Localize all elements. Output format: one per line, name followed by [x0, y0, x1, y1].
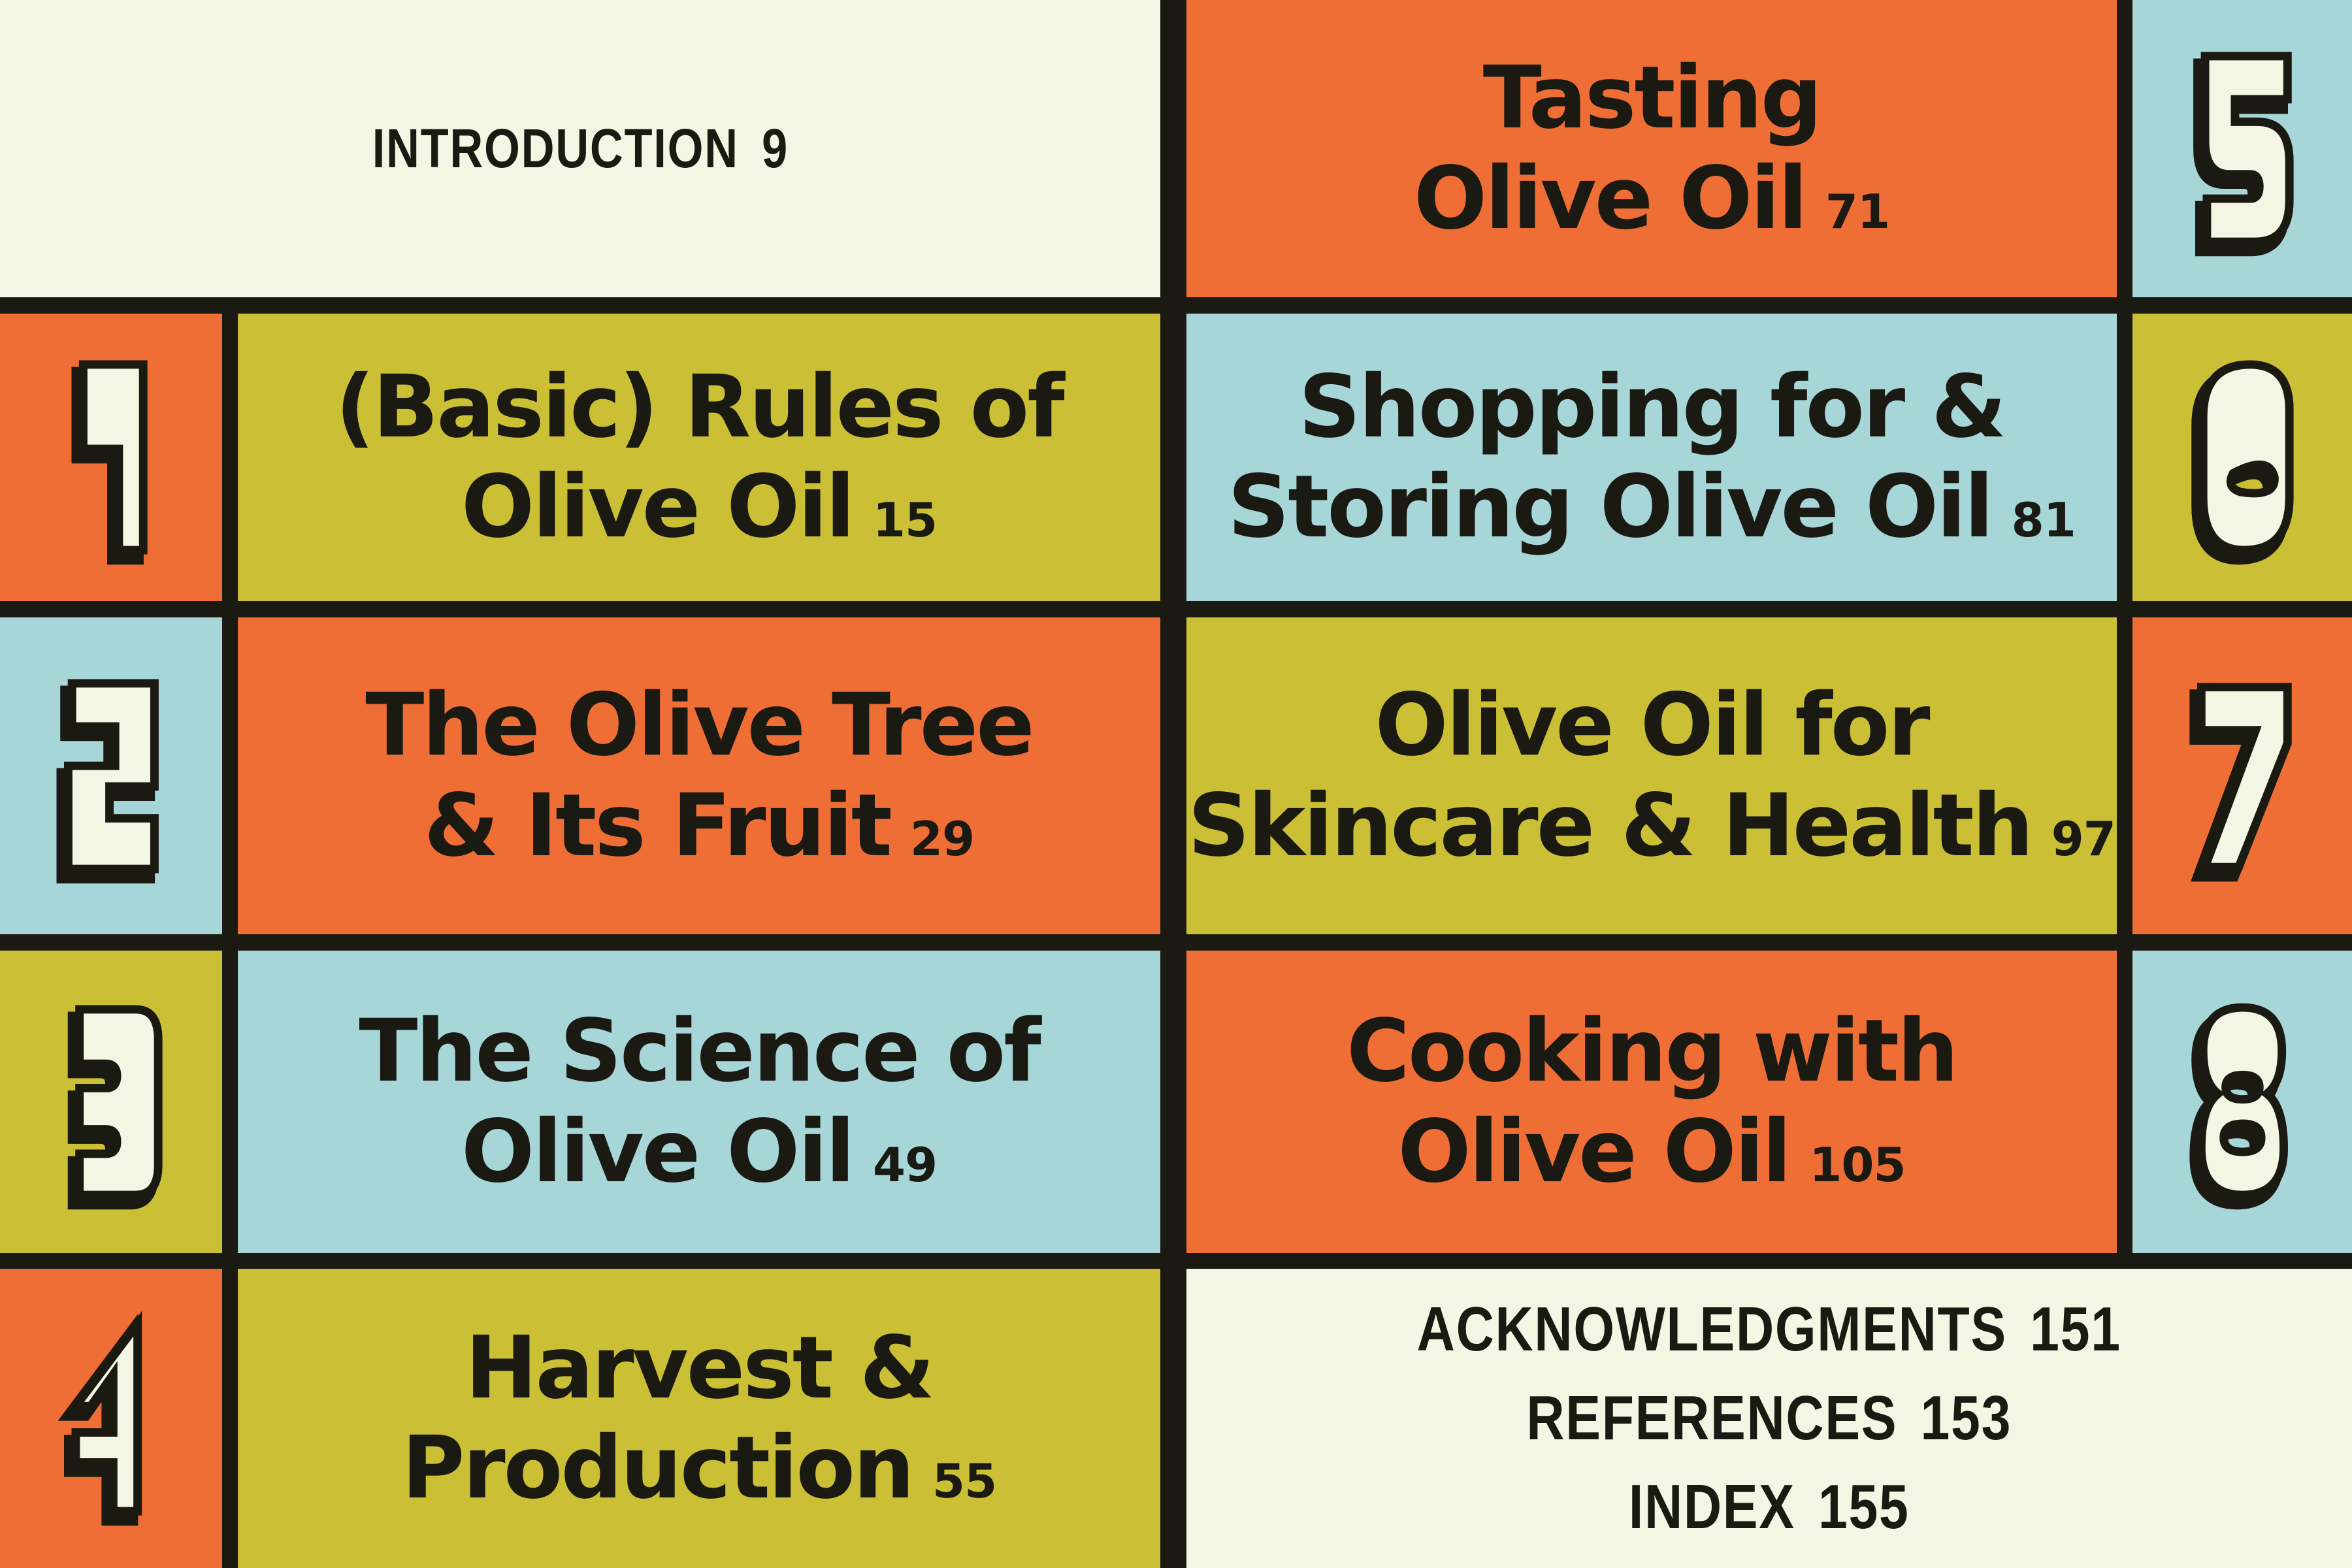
- chapter-page-number: 105: [1809, 1137, 1906, 1192]
- chapter-page-number: 81: [2011, 493, 2076, 547]
- chapter-5-title-cell: Tasting Olive Oil 71: [1186, 0, 2117, 297]
- chapter-2-title-cell: The Olive Tree & Its Fruit 29: [238, 617, 1160, 934]
- back-matter-page-number: 153: [1920, 1383, 2012, 1453]
- chapter-page-number: 29: [909, 811, 975, 866]
- chapter-title-line: Skincare & Health: [1188, 775, 2033, 876]
- chapter-4-title-cell: Harvest & Production 55: [238, 1269, 1160, 1568]
- chapter-title-line: & Its Fruit: [423, 775, 892, 876]
- chapter-7-title-cell: Olive Oil for Skincare & Health 97: [1186, 617, 2117, 934]
- chapter-3-title-cell: The Science of Olive Oil 49: [238, 951, 1160, 1253]
- chapter-6-title-cell: Shopping for & Storing Olive Oil 81: [1186, 314, 2117, 601]
- chapter-page-number: 15: [872, 493, 938, 547]
- chapter-4-number-cell: [0, 1269, 222, 1568]
- back-matter-line: INDEX 155: [1417, 1471, 2121, 1543]
- numeral-8: [2189, 1003, 2288, 1209]
- chapter-title-line: (Basic) Rules of: [335, 356, 1064, 457]
- back-matter-page-number: 151: [2030, 1294, 2122, 1364]
- numeral-3: [67, 1005, 163, 1209]
- chapter-page-number: 97: [2051, 811, 2116, 866]
- chapter-title-line: Olive Oil: [1397, 1101, 1791, 1202]
- numeral-2: [56, 679, 159, 883]
- chapter-title-line: The Science of: [359, 1001, 1041, 1102]
- intro-page-number: 9: [761, 118, 789, 179]
- chapter-title-line: Storing Olive Oil: [1228, 457, 1994, 557]
- chapter-7-number-cell: [2132, 617, 2352, 934]
- back-matter-label: ACKNOWLEDGMENTS: [1416, 1294, 2008, 1364]
- intro-label: INTRODUCTION: [372, 118, 739, 179]
- chapter-title-line: Olive Oil: [461, 1101, 855, 1202]
- intro-line: INTRODUCTION 9: [372, 117, 788, 180]
- numeral-7: [2189, 682, 2292, 881]
- chapter-title-line: Cooking with: [1347, 1001, 1959, 1102]
- chapter-title-line: Olive Oil: [461, 457, 855, 557]
- chapter-5-number-cell: [2132, 0, 2352, 297]
- back-matter-line: ACKNOWLEDGMENTS 151: [1417, 1294, 2121, 1365]
- chapter-3-number-cell: [0, 951, 222, 1253]
- numeral-1: [71, 360, 148, 565]
- back-matter-label: INDEX: [1629, 1472, 1795, 1542]
- chapter-title-line: Olive Oil for: [1375, 675, 1930, 776]
- chapter-1-title-cell: (Basic) Rules of Olive Oil 15: [238, 314, 1160, 601]
- chapter-6-number-cell: [2132, 314, 2352, 601]
- chapter-8-title-cell: Cooking with Olive Oil 105: [1186, 951, 2117, 1253]
- chapter-2-number-cell: [0, 617, 222, 934]
- numeral-4: [57, 1311, 142, 1526]
- chapter-8-number-cell: [2132, 951, 2352, 1253]
- back-matter-line: REFERENCES 153: [1417, 1382, 2121, 1454]
- chapter-page-number: 71: [1825, 184, 1890, 239]
- chapter-title-line: Tasting: [1482, 48, 1822, 149]
- chapter-page-number: 49: [872, 1137, 938, 1192]
- chapter-title-line: The Olive Tree: [365, 675, 1034, 776]
- chapter-title-line: Harvest &: [465, 1317, 935, 1418]
- intro-cell: INTRODUCTION 9: [0, 0, 1160, 297]
- back-matter-cell: ACKNOWLEDGMENTS 151 REFERENCES 153 INDEX…: [1186, 1269, 2352, 1568]
- numeral-6: [2191, 360, 2294, 565]
- chapter-1-number-cell: [0, 314, 222, 601]
- chapter-title-line: Production: [401, 1418, 915, 1518]
- chapter-page-number: 55: [932, 1454, 997, 1509]
- chapter-title-line: Olive Oil: [1413, 148, 1808, 249]
- back-matter-label: REFERENCES: [1526, 1383, 1898, 1453]
- back-matter-page-number: 155: [1818, 1472, 1910, 1542]
- chapter-title-line: Shopping for &: [1298, 356, 2007, 457]
- numeral-5: [2193, 52, 2294, 256]
